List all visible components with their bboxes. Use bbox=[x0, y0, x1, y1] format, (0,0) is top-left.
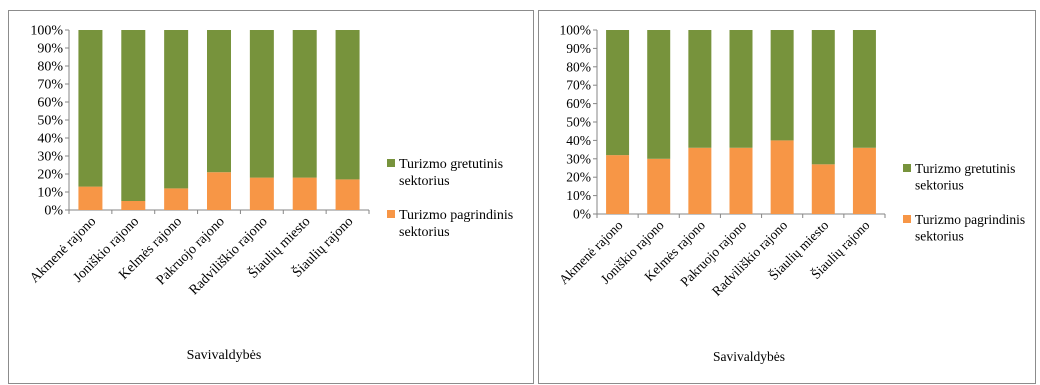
y-tick-label: 90% bbox=[37, 42, 63, 57]
y-tick-label: 70% bbox=[37, 78, 63, 93]
bar-segment-gretutinis bbox=[335, 30, 360, 180]
y-tick-label: 50% bbox=[37, 114, 63, 129]
y-tick-label: 30% bbox=[37, 150, 63, 165]
bar-segment-pagrindinis bbox=[78, 186, 103, 210]
stacked-bar-chart-left: 0%10%20%30%40%50%60%70%80%90%100%Akmenė … bbox=[27, 24, 513, 364]
y-tick-label: 0% bbox=[44, 204, 63, 219]
bar-segment-pagrindinis bbox=[770, 140, 794, 214]
y-tick-label: 10% bbox=[566, 188, 591, 203]
y-tick-label: 0% bbox=[573, 207, 591, 222]
legend-label: Turizmo gretutinis sektorius bbox=[915, 161, 1015, 193]
y-tick-label: 80% bbox=[566, 59, 591, 74]
bar-segment-pagrindinis bbox=[729, 147, 753, 214]
bar-segment-gretutinis bbox=[729, 30, 753, 148]
bar-segment-gretutinis bbox=[770, 30, 794, 141]
y-tick-label: 80% bbox=[37, 60, 63, 75]
bar-segment-pagrindinis bbox=[606, 155, 630, 214]
y-tick-label: 50% bbox=[566, 115, 591, 130]
bar-segment-gretutinis bbox=[811, 30, 835, 165]
bar-segment-pagrindinis bbox=[647, 158, 671, 214]
x-axis-title: Savivaldybės bbox=[713, 349, 785, 364]
bar-segment-gretutinis bbox=[688, 30, 712, 148]
y-tick-label: 100% bbox=[560, 23, 592, 38]
y-tick-label: 60% bbox=[566, 96, 591, 111]
bar-segment-gretutinis bbox=[249, 30, 274, 178]
y-tick-label: 40% bbox=[566, 133, 591, 148]
legend-swatch bbox=[387, 159, 395, 167]
y-tick-label: 100% bbox=[30, 24, 63, 39]
bar-segment-gretutinis bbox=[164, 30, 189, 189]
y-tick-label: 10% bbox=[37, 186, 63, 201]
bar-segment-pagrindinis bbox=[164, 188, 189, 210]
bar-segment-pagrindinis bbox=[292, 177, 317, 210]
stacked-bar-chart-right: 0%10%20%30%40%50%60%70%80%90%100%Akmenė … bbox=[556, 23, 1025, 365]
x-tick-label: Radviliškio rajono bbox=[187, 214, 271, 298]
bar-segment-gretutinis bbox=[292, 30, 317, 178]
bar-segment-pagrindinis bbox=[335, 179, 360, 210]
y-tick-label: 30% bbox=[566, 151, 591, 166]
bar-segment-gretutinis bbox=[647, 30, 671, 159]
bar-segment-gretutinis bbox=[78, 30, 103, 187]
chart-panel-right: 0% 10% 20% 30% 40% 50% 60% 70% 80% 90% 100% Akmenė … bbox=[538, 10, 1036, 384]
bar-segment-gretutinis bbox=[852, 30, 876, 148]
y-tick-label: 20% bbox=[37, 168, 63, 183]
bar-segment-gretutinis bbox=[606, 30, 630, 156]
chart-panel-left: 0% 10% 20% 30% 40% 50% 60% 70% 80% 90% 100% Akmenė … bbox=[8, 10, 534, 384]
y-tick-label: 40% bbox=[37, 132, 63, 147]
legend-swatch bbox=[903, 164, 911, 172]
bar-segment-pagrindinis bbox=[121, 201, 146, 210]
y-tick-label: 60% bbox=[37, 96, 63, 111]
legend-swatch bbox=[387, 210, 395, 218]
legend-label: Turizmo pagrindinis sektorius bbox=[915, 212, 1025, 244]
bar-segment-pagrindinis bbox=[688, 147, 712, 214]
x-axis-title: Savivaldybės bbox=[187, 348, 262, 363]
legend-swatch bbox=[903, 215, 911, 223]
bar-segment-pagrindinis bbox=[207, 172, 231, 210]
x-tick-label: Radviliškio rajono bbox=[709, 217, 791, 299]
bar-segment-gretutinis bbox=[207, 30, 231, 173]
y-tick-label: 90% bbox=[566, 41, 591, 56]
bar-segment-gretutinis bbox=[121, 30, 146, 201]
bar-segment-pagrindinis bbox=[811, 164, 835, 214]
y-tick-label: 70% bbox=[566, 78, 591, 93]
bar-segment-pagrindinis bbox=[249, 177, 274, 210]
bar-segment-pagrindinis bbox=[852, 147, 876, 214]
y-tick-label: 20% bbox=[566, 170, 591, 185]
legend-label: Turizmo pagrindinis sektorius bbox=[399, 208, 513, 240]
legend-label: Turizmo gretutinis sektorius bbox=[399, 157, 503, 189]
